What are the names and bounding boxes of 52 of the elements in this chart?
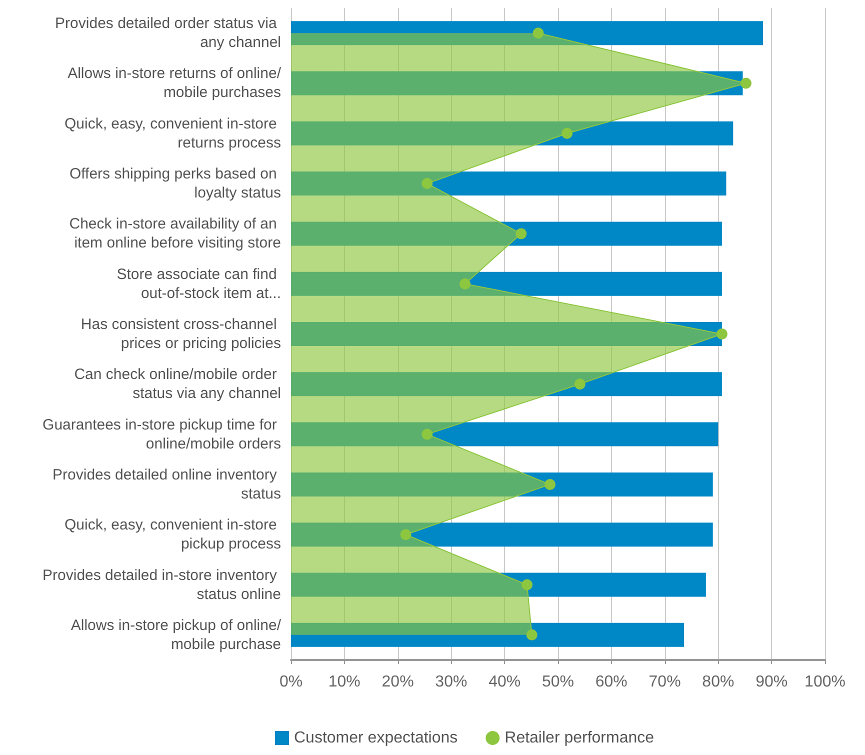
point: [532, 28, 544, 39]
y-tick-label: Provides detailed order status via any channel: [55, 15, 281, 52]
point: [574, 378, 586, 390]
x-tick-label: 70%: [648, 674, 681, 690]
y-tick-label: Check in-store availability of an item online before visiting store: [69, 216, 281, 252]
point: [562, 128, 573, 139]
y-tick-label: Provides detailed in-store inventory status online: [42, 566, 281, 603]
point: [544, 478, 556, 490]
bar: [291, 121, 734, 146]
legend-label: Retailer performance: [504, 730, 654, 746]
x-tick-label: 20%: [382, 674, 414, 690]
y-tick-label: Provides detailed online inventory status: [52, 466, 281, 502]
y-tick-label: Has consistent cross-channel prices or pricing policies: [80, 316, 281, 352]
x-tick-label: 40%: [488, 674, 521, 690]
bar: [291, 572, 706, 597]
point: [400, 529, 412, 540]
x-tick-label: 50%: [542, 674, 574, 690]
point: [516, 228, 527, 240]
bar: [291, 272, 722, 296]
legend-label: Customer expectations: [294, 730, 458, 746]
point: [716, 328, 728, 340]
y-tick-label: Guarantees in-store pickup time for online/mobile orders: [42, 416, 281, 452]
y-tick-label: Store associate can find out-of-stock item at...: [116, 266, 281, 302]
bar: [291, 422, 718, 446]
bar: [291, 622, 684, 647]
x-tick-label: 90%: [756, 674, 788, 690]
y-tick-label: Allows in-store returns of online/mobile purchases: [68, 65, 282, 102]
bar: [291, 372, 722, 396]
bar: [291, 71, 743, 96]
y-tick-label: Quick, easy, convenient in-store returns process: [64, 115, 281, 152]
point: [422, 428, 433, 440]
y-tick-label: Offers shipping perks based on loyalty status: [69, 166, 281, 202]
y-tick-label: Quick, easy, convenient in-store pickup process: [64, 516, 281, 553]
x-tick-label: 0%: [279, 674, 303, 690]
x-tick-label: 30%: [435, 674, 468, 690]
point: [740, 78, 752, 89]
y-tick-label: Can check online/mobile order status via any channel: [74, 366, 281, 402]
bar: [291, 322, 722, 346]
point: [526, 629, 538, 640]
bar: [291, 222, 722, 246]
bar: [291, 522, 713, 547]
bar: [291, 21, 764, 46]
bar: [291, 172, 726, 196]
point: [522, 579, 533, 590]
bar: [291, 472, 713, 496]
x-tick-label: 100%: [804, 674, 846, 690]
y-tick-label: Allows in-store pickup of online/mobile purchase: [70, 616, 282, 653]
x-tick-label: 10%: [328, 674, 360, 690]
x-tick-label: 80%: [702, 674, 734, 690]
point: [460, 278, 471, 290]
point: [422, 178, 433, 190]
x-tick-label: 60%: [595, 674, 628, 690]
